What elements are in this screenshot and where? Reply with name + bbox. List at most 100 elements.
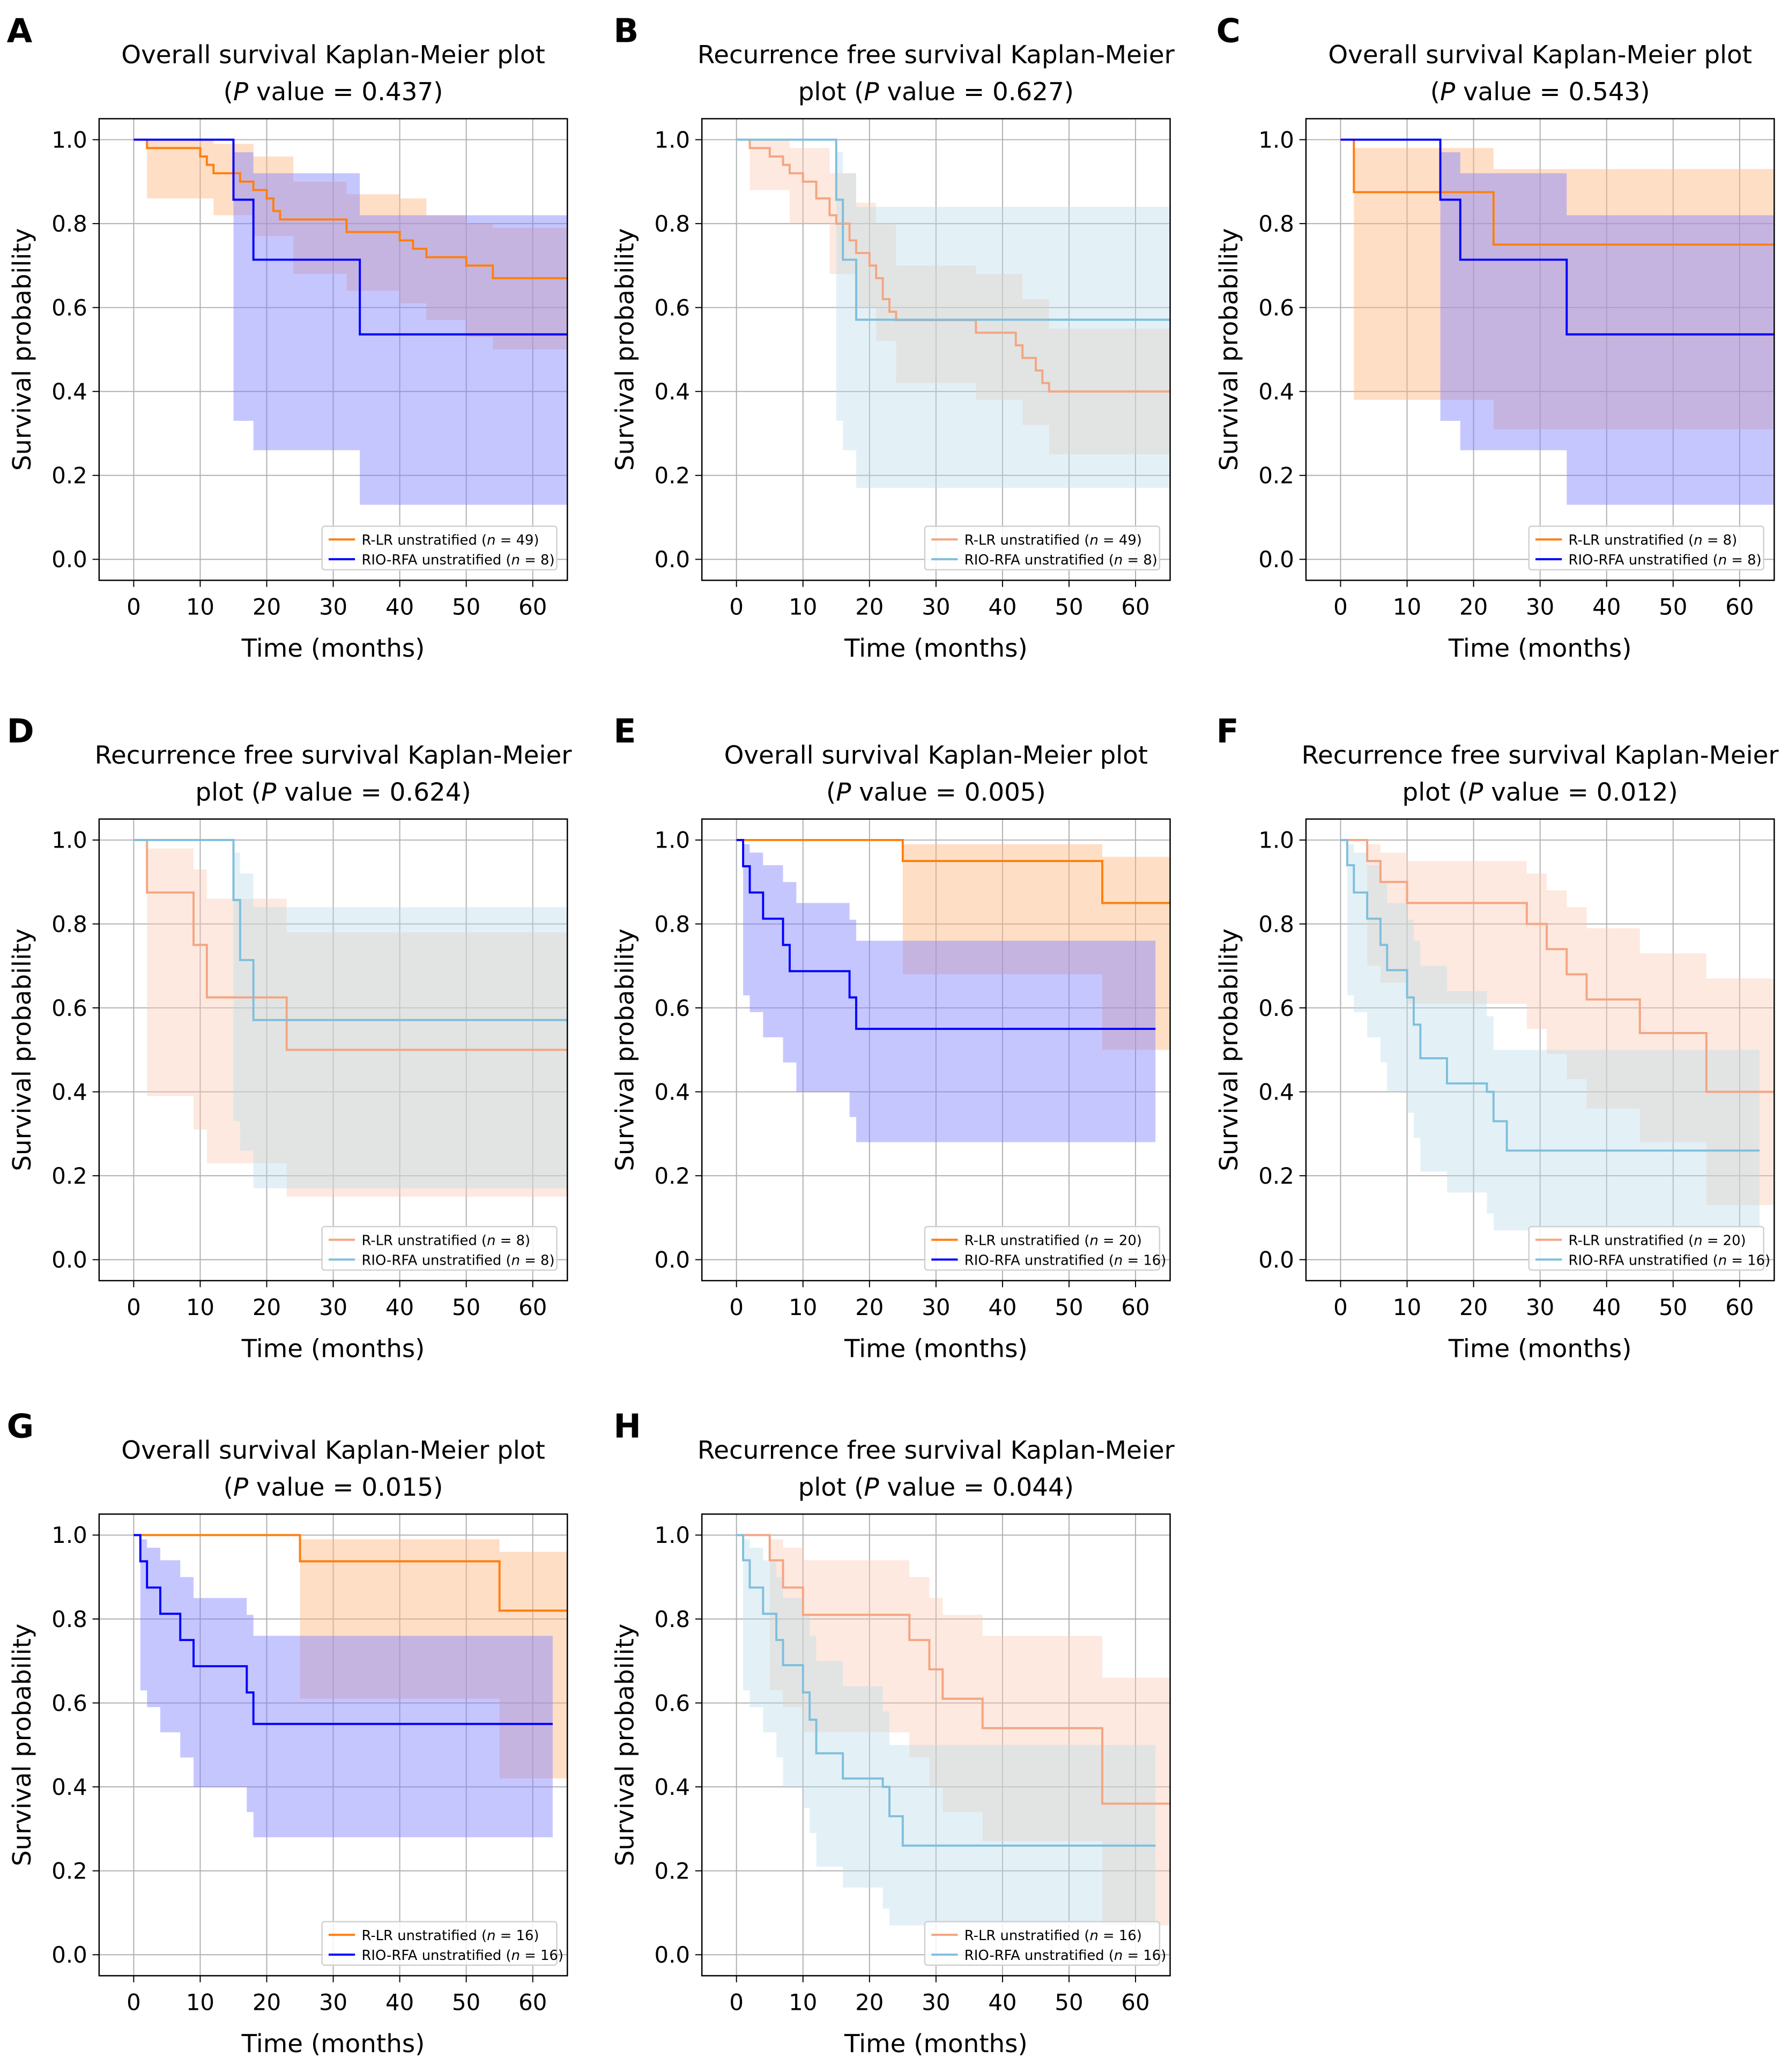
x-tick-label: 30 [319,1294,347,1320]
y-tick-label: 0.8 [51,1606,87,1632]
plot-frame [701,118,1171,581]
x-axis-label: Time (months) [844,634,1028,663]
y-tick-label: 0.0 [51,1942,87,1968]
km-curve-r-lr [133,138,568,279]
y-tick-label: 0.4 [1258,378,1294,405]
x-tick-label: 30 [319,1989,347,2015]
y-tick-label: 0.2 [1258,1163,1294,1189]
x-tick-label: 10 [789,1989,817,2015]
ci-band-r-lr [133,1535,568,1779]
x-tick-label: 60 [1121,1294,1149,1320]
legend-entry: RIO-RFA unstratified (n = 16) [361,1948,563,1964]
legend-entry: R-LR unstratified (n = 8) [361,1232,530,1249]
panel-letter: C [1216,12,1241,50]
y-tick-label: 0.2 [655,1163,691,1189]
ci-band-r-lr [1340,840,1775,1205]
x-tick-label: 0 [729,1989,744,2015]
x-tick-label: 10 [1393,1294,1421,1320]
legend-entry: RIO-RFA unstratified (n = 8) [361,552,554,568]
plot-frame [701,1513,1171,1977]
x-tick-label: 30 [319,593,347,620]
legend-entry: R-LR unstratified (n = 20) [964,1232,1142,1249]
y-axis-label: Survival probability [611,228,640,471]
x-tick-label: 20 [855,1989,884,2015]
km-curve-rio-rfa [736,1534,1156,1847]
legend-entry: R-LR unstratified (n = 16) [964,1928,1142,1944]
y-tick-label: 0.8 [51,911,87,937]
chart-title-line1: Overall survival Kaplan-Meier plot [1328,41,1752,70]
chart-title-line2: (P value = 0.015) [224,1473,443,1502]
panel-h: H Recurrence free survival Kaplan-Meier pl… [611,1407,1175,2059]
y-axis-label: Survival probability [1215,929,1244,1171]
y-axis-label: Survival probability [1215,228,1244,471]
x-tick-label: 10 [789,1294,817,1320]
y-tick-label: 0.0 [655,546,691,573]
x-tick-label: 10 [186,593,214,620]
plot-frame [98,1513,568,1977]
x-tick-label: 40 [988,593,1016,620]
panel-letter: B [613,12,639,50]
chart-title-line2: plot (P value = 0.624) [195,778,471,807]
panel-letter: A [7,12,33,50]
chart-title-line2: (P value = 0.543) [1430,78,1650,107]
panel-d: D Recurrence free survival Kaplan-Meier pl… [7,712,573,1363]
y-tick-label: 0.6 [1258,995,1294,1021]
panel-letter: G [7,1407,34,1446]
x-tick-label: 50 [1055,1294,1083,1320]
panel-c: C Overall survival Kaplan-Meier plot (P va… [1215,12,1775,663]
y-tick-label: 0.4 [655,1774,691,1800]
km-curve-r-lr [736,138,1170,393]
y-tick-label: 0.8 [655,211,691,237]
y-tick-label: 0.8 [655,911,691,937]
y-tick-label: 0.6 [655,294,691,321]
km-curve-rio-rfa [1340,138,1775,336]
x-tick-label: 50 [1659,1294,1687,1320]
ci-band-rio-rfa [736,840,1156,1142]
y-tick-label: 0.6 [1258,294,1294,321]
y-axis-label: Survival probability [8,228,37,471]
km-curve-r-lr [1340,838,1775,1093]
panel-letter: D [7,712,34,751]
x-tick-label: 60 [518,593,547,620]
legend: R-LR unstratified (n = 49) RIO-RFA unstra… [321,525,558,571]
panel-b: B Recurrence free survival Kaplan-Meier pl… [611,12,1175,663]
plot-frame [98,818,568,1282]
panel-letter: H [613,1407,641,1446]
y-tick-label: 0.0 [1258,546,1294,573]
ci-band-r-lr [736,840,1170,1050]
legend-entry: RIO-RFA unstratified (n = 8) [361,1252,554,1268]
y-axis-label: Survival probability [8,929,37,1171]
x-axis-label: Time (months) [844,1335,1028,1364]
ci-band-rio-rfa [736,139,1170,488]
x-tick-label: 40 [385,1294,414,1320]
legend-entry: R-LR unstratified (n = 20) [1569,1232,1746,1249]
y-tick-label: 1.0 [655,127,691,153]
y-tick-label: 0.0 [655,1942,691,1968]
y-tick-label: 1.0 [655,1522,691,1548]
ci-band-rio-rfa [1340,139,1775,505]
panel-f: F Recurrence free survival Kaplan-Meier pl… [1215,712,1779,1363]
legend-entry: R-LR unstratified (n = 49) [361,532,539,548]
km-curve-r-lr [133,838,568,1051]
y-tick-label: 0.2 [655,463,691,489]
chart-title-line1: Overall survival Kaplan-Meier plot [121,1436,545,1465]
y-tick-label: 0.0 [51,546,87,573]
y-tick-label: 1.0 [1258,127,1294,153]
y-tick-label: 1.0 [51,1522,87,1548]
ci-band-rio-rfa [736,1535,1156,1926]
x-tick-label: 40 [385,593,414,620]
y-axis-label: Survival probability [611,929,640,1171]
y-tick-label: 0.8 [1258,211,1294,237]
km-curve-rio-rfa [133,838,568,1021]
y-tick-label: 0.4 [51,1079,87,1105]
km-curve-rio-rfa [736,838,1156,1030]
chart-title-line2: plot (P value = 0.044) [798,1473,1074,1502]
x-tick-label: 0 [127,593,141,620]
km-curve-rio-rfa [133,138,568,336]
legend: R-LR unstratified (n = 8) RIO-RFA unstrat… [321,1226,558,1271]
x-tick-label: 30 [922,1294,950,1320]
x-tick-label: 50 [1055,1989,1083,2015]
legend-entry: RIO-RFA unstratified (n = 8) [964,552,1157,568]
x-tick-label: 20 [855,593,884,620]
